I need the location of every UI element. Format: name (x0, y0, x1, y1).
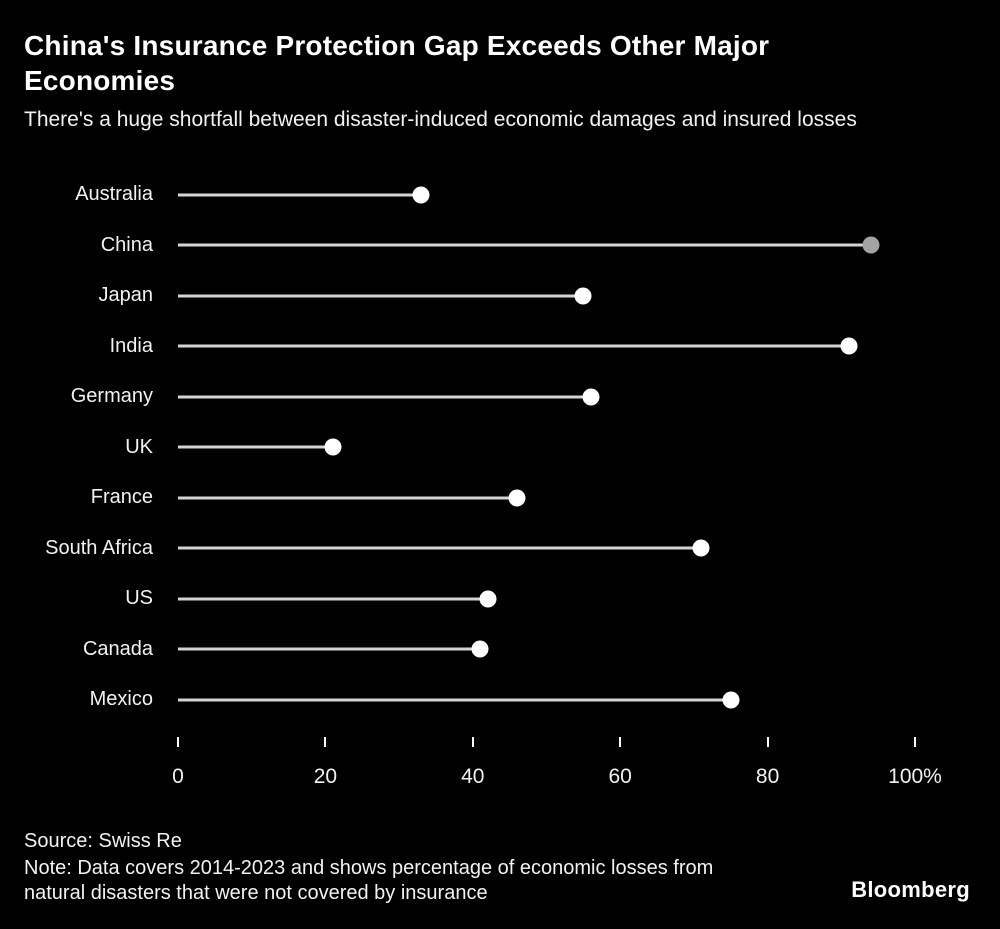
row-plot-area (178, 674, 915, 725)
axis-tick (766, 736, 769, 747)
chart-row: Japan (24, 270, 915, 321)
lollipop-line (178, 698, 731, 702)
lollipop-dot (692, 539, 710, 557)
lollipop-dot (508, 489, 526, 507)
lollipop-dot (412, 186, 430, 204)
category-label: France (90, 486, 153, 509)
chart-row: US (24, 573, 915, 624)
lollipop-dot (582, 388, 600, 406)
category-label: Canada (82, 637, 153, 660)
chart-footer: Source: Swiss Re Note: Data covers 2014-… (24, 829, 970, 905)
axis-tick-label: 100% (888, 764, 942, 788)
bloomberg-logo: Bloomberg (851, 877, 970, 902)
lollipop-line (178, 395, 591, 399)
lollipop-line (178, 496, 518, 500)
axis-tick (177, 736, 179, 747)
x-axis: 0 20 40 60 80 100% (24, 736, 942, 801)
chart-title: China's Insurance Protection Gap Exceeds… (24, 30, 770, 96)
chart-row: South Africa (24, 523, 915, 574)
category-label: China (100, 233, 153, 256)
row-plot-area (178, 422, 915, 473)
axis-tick-label: 40 (461, 764, 485, 788)
axis-tick-label: 0 (172, 764, 184, 788)
chart-header: China's Insurance Protection Gap Exceeds… (0, 28, 1000, 133)
row-plot-area (178, 220, 915, 271)
lollipop-chart: Australia China Japan India Germany UK France S… (0, 169, 1000, 801)
lollipop-line (178, 647, 481, 651)
category-label: South Africa (45, 536, 153, 559)
chart-row: UK (24, 422, 915, 473)
category-label: Japan (98, 284, 154, 307)
row-plot-area (178, 472, 915, 523)
lollipop-line (178, 445, 333, 449)
note-text: Note: Data covers 2014-2023 and shows pe… (24, 857, 714, 904)
lollipop-line (178, 193, 422, 197)
chart-row: France (24, 472, 915, 523)
chart-row: China (24, 220, 915, 271)
lollipop-dot (862, 236, 880, 254)
lollipop-line (178, 344, 849, 348)
chart-subtitle: There's a huge shortfall between disaste… (24, 108, 857, 131)
lollipop-dot (471, 640, 489, 658)
lollipop-line (178, 546, 702, 550)
row-plot-area (178, 169, 915, 220)
chart-row: Germany (24, 371, 915, 422)
lollipop-line (178, 243, 871, 247)
row-plot-area (178, 270, 915, 321)
chart-row: Australia (24, 169, 915, 220)
axis-tick-label: 20 (313, 764, 338, 788)
axis-tick (619, 736, 622, 747)
axis-spacer (24, 737, 178, 801)
category-label: Mexico (89, 688, 153, 711)
source-text: Source: Swiss Re (24, 830, 182, 853)
chart-rows: Australia China Japan India Germany UK France S… (24, 169, 915, 725)
lollipop-dot (324, 438, 342, 456)
axis-tick-label: 60 (608, 764, 632, 788)
row-plot-area (178, 573, 915, 624)
category-label: India (109, 334, 153, 357)
lollipop-line (178, 294, 584, 298)
category-label: Germany (70, 385, 153, 408)
lollipop-dot (479, 590, 497, 608)
axis-tick (324, 736, 327, 747)
lollipop-dot (574, 287, 592, 305)
chart-row: India (24, 321, 915, 372)
category-label: Australia (75, 183, 153, 206)
axis-tick (471, 736, 474, 747)
row-plot-area (178, 321, 915, 372)
lollipop-dot (722, 691, 740, 709)
category-label: US (125, 587, 153, 610)
chart-row: Mexico (24, 674, 915, 725)
chart-row: Canada (24, 624, 915, 675)
lollipop-line (178, 597, 488, 601)
axis-tick-label: 80 (755, 764, 780, 788)
row-plot-area (178, 624, 915, 675)
row-plot-area (178, 371, 915, 422)
axis-ticks: 0 20 40 60 80 100% (172, 736, 942, 801)
category-label: UK (125, 435, 153, 458)
lollipop-dot (840, 337, 858, 355)
axis-tick (914, 736, 916, 747)
row-plot-area (178, 523, 915, 574)
